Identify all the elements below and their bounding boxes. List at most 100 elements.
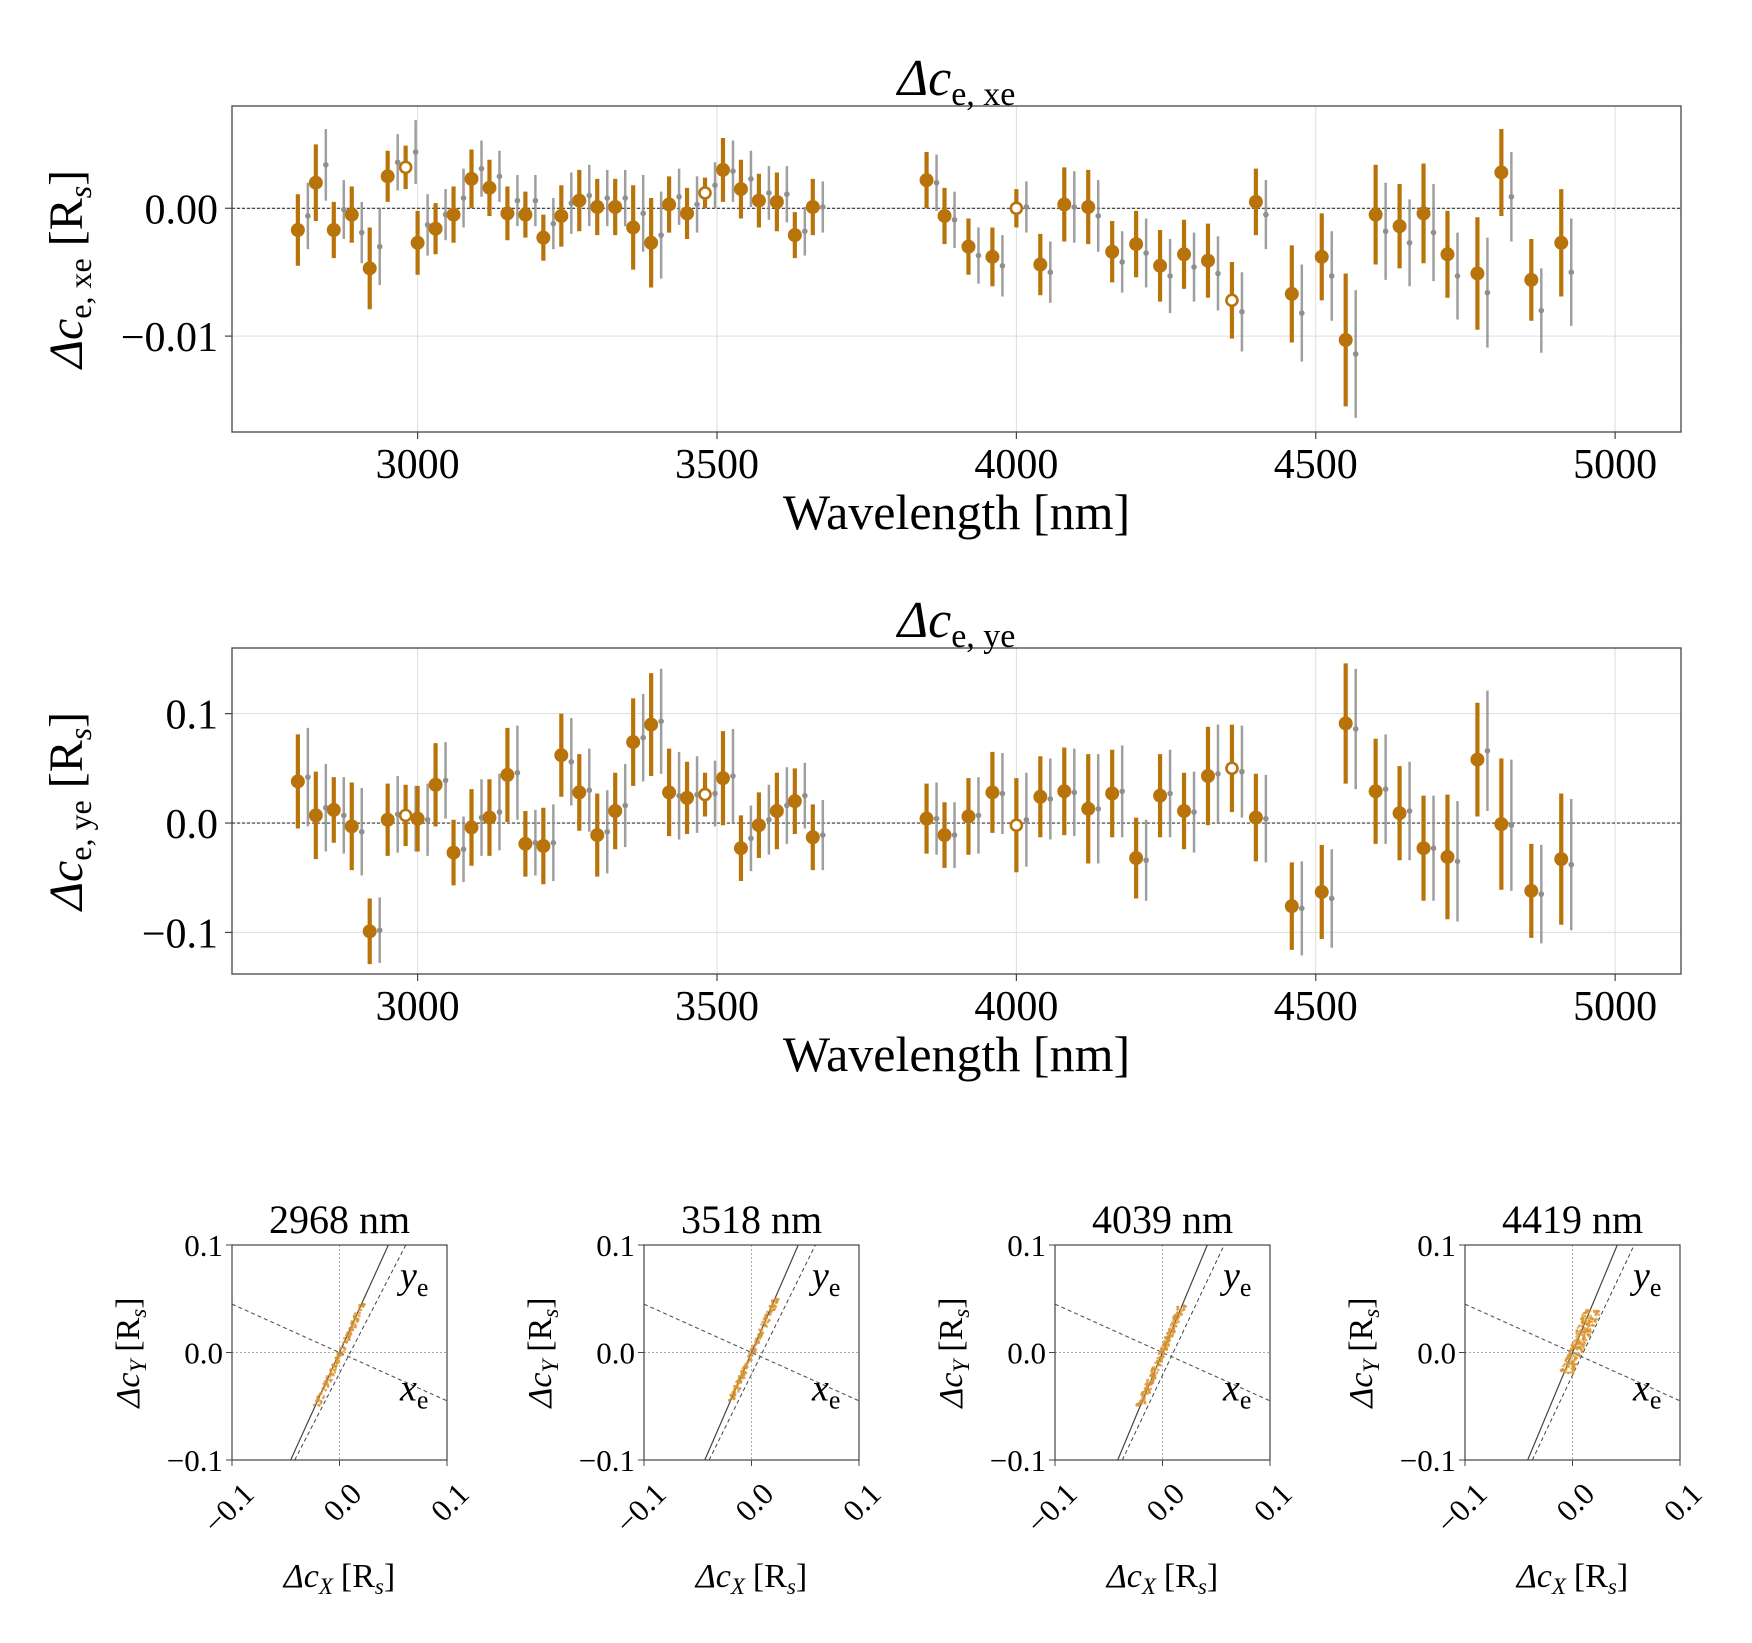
highlighted-point (398, 808, 413, 823)
x-tick-label: 3500 (675, 442, 759, 488)
primary-point (344, 207, 359, 222)
sample-point (330, 1378, 333, 1381)
sample-point (1573, 1363, 1577, 1366)
sample-point (764, 1318, 767, 1322)
xlabel-unit-close: ] (1207, 1558, 1218, 1595)
sample-point (1144, 1383, 1147, 1386)
sample-point (1594, 1320, 1597, 1323)
primary-point (662, 785, 677, 800)
sample-point (1572, 1354, 1575, 1358)
sample-point (1574, 1358, 1577, 1361)
y-tick-label: −0.1 (990, 1443, 1046, 1478)
sample-point (1579, 1329, 1583, 1332)
xe-label-symbol: x (1222, 1368, 1240, 1410)
sample-point (749, 1352, 753, 1356)
highlighted-point (1009, 818, 1024, 833)
comparison-point (951, 832, 958, 838)
primary-point (326, 223, 341, 238)
comparison-point (1071, 204, 1078, 210)
primary-point (787, 228, 802, 243)
sample-point (1585, 1316, 1588, 1320)
sample-point (316, 1400, 319, 1403)
sample-point (1592, 1310, 1596, 1314)
sample-point (1159, 1356, 1163, 1359)
ye-fit-line (708, 1245, 816, 1460)
comparison-point (1047, 796, 1054, 802)
sample-point (319, 1402, 323, 1405)
comparison-point (730, 773, 736, 779)
primary-point (644, 235, 659, 250)
comparison-point (1215, 771, 1221, 777)
primary-point (626, 220, 641, 235)
sample-point (1167, 1334, 1170, 1337)
comparison-point (1143, 250, 1149, 256)
primary-point (1554, 235, 1569, 250)
sample-point (1583, 1326, 1586, 1330)
sample-point (1156, 1357, 1159, 1360)
sample-point (1153, 1370, 1156, 1373)
sample-point (771, 1302, 774, 1306)
primary-point (937, 828, 952, 843)
sample-point (317, 1403, 320, 1407)
sample-point (754, 1340, 757, 1343)
ye-fit-line (294, 1245, 407, 1460)
sample-point (1161, 1344, 1165, 1347)
sample-point (325, 1375, 329, 1378)
ylabel-subscript: Y (126, 1358, 151, 1373)
xlabel-symbol: Δc (1515, 1558, 1552, 1595)
primary-point (290, 774, 305, 789)
sample-point (328, 1375, 332, 1378)
y-tick-label: 0.1 (1007, 1228, 1046, 1263)
ye-line-label: ye (1629, 1255, 1661, 1302)
primary-point (1416, 206, 1431, 221)
comparison-point (1239, 768, 1245, 775)
sample-point (1173, 1316, 1176, 1319)
primary-point (446, 207, 461, 222)
comparison-point (1167, 790, 1173, 797)
primary-point (464, 171, 479, 186)
sample-point (1145, 1385, 1149, 1389)
y-tick-label: 0.0 (1417, 1336, 1456, 1371)
comparison-point (550, 220, 557, 227)
sample-point (321, 1387, 324, 1390)
comparison-point (1484, 289, 1491, 296)
sample-point (743, 1376, 746, 1380)
primary-point (1033, 257, 1048, 272)
y-tick-label: 0.1 (184, 1228, 223, 1263)
primary-point (733, 841, 748, 856)
comparison-point (496, 173, 503, 180)
xlabel-symbol: Δc (282, 1558, 319, 1595)
sample-point (1151, 1372, 1154, 1376)
sample-point (350, 1319, 354, 1323)
y-tick-label: 0.0 (184, 1336, 223, 1371)
ye-label-subscript: e (1240, 1273, 1252, 1302)
primary-point (1470, 752, 1485, 767)
sample-point (351, 1328, 355, 1332)
xlabel-unit-subscript: s (1608, 1574, 1617, 1599)
primary-point (1284, 899, 1299, 914)
xlabel-unit-close: ] (796, 1558, 807, 1595)
highlighted-point (398, 160, 413, 175)
primary-point (985, 249, 1000, 264)
y-tick-label: 0.1 (166, 693, 219, 739)
sample-point (1576, 1348, 1579, 1351)
x-axis-label: Wavelength [nm] (783, 1026, 1130, 1082)
ylabel-subscript: Y (949, 1358, 974, 1373)
sample-point (742, 1373, 746, 1376)
sample-point (1146, 1379, 1149, 1383)
comparison-point (766, 190, 772, 196)
ye-fit-line (1531, 1245, 1635, 1460)
primary-point (1105, 786, 1120, 801)
comparison-point (1071, 789, 1078, 796)
primary-point (1081, 801, 1096, 816)
primary-point (1248, 194, 1263, 209)
sample-point (1176, 1316, 1180, 1320)
primary-point (518, 836, 533, 851)
sample-point (1582, 1334, 1586, 1337)
sample-point (1574, 1341, 1578, 1344)
sample-point (771, 1305, 775, 1309)
sample-point (1153, 1376, 1157, 1380)
sample-point (1176, 1308, 1179, 1311)
primary-point (1440, 247, 1455, 262)
sample-point (1567, 1371, 1570, 1375)
